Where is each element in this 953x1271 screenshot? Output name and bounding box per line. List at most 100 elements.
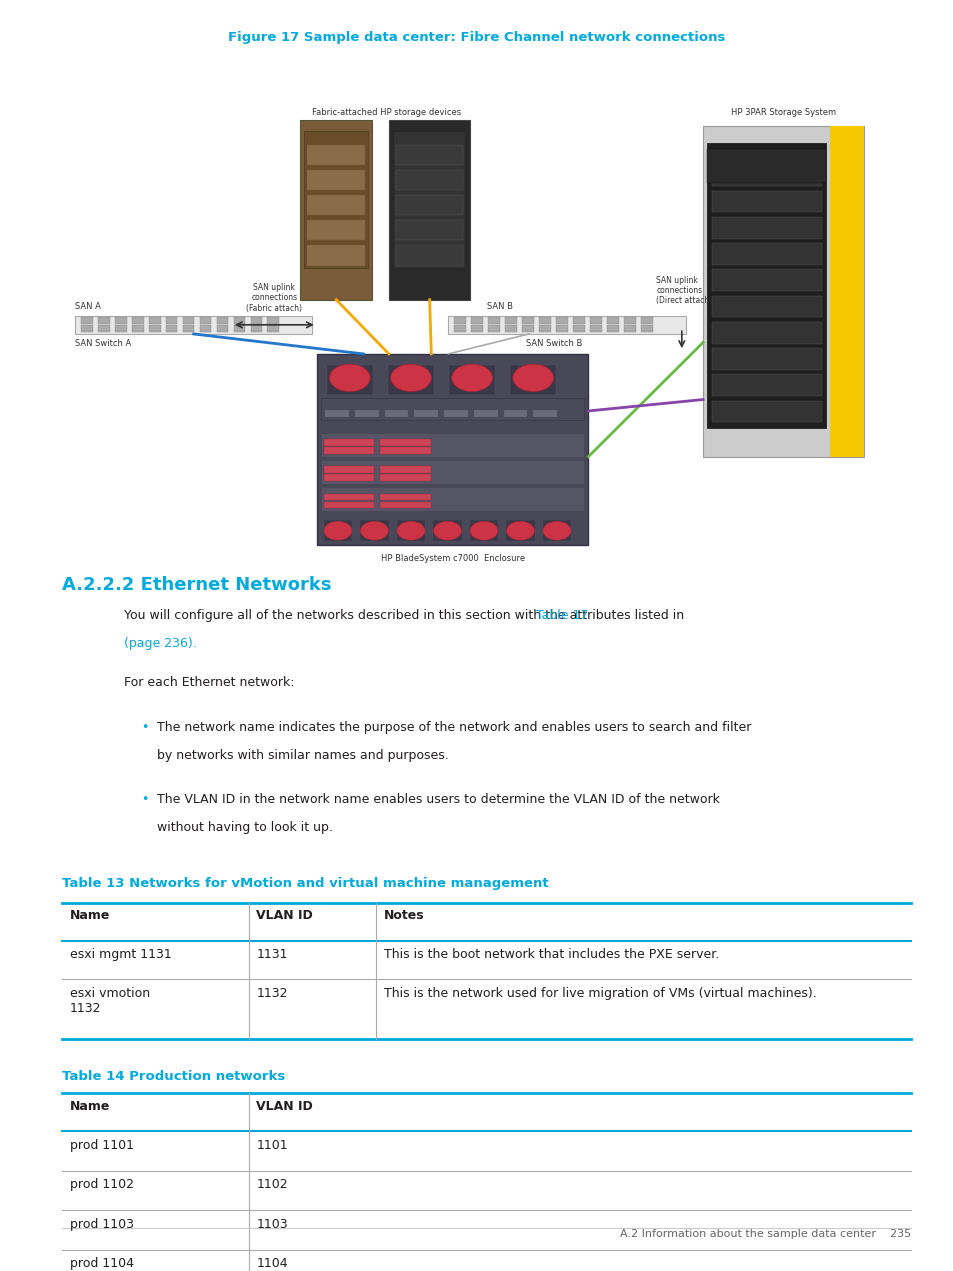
Bar — [384, 409, 408, 417]
Text: This is the network used for live migration of VMs (virtual machines).: This is the network used for live migrat… — [383, 986, 816, 999]
Text: 1102: 1102 — [256, 1178, 288, 1191]
Text: by networks with similar names and purposes.: by networks with similar names and purpo… — [157, 749, 449, 761]
Bar — [267, 325, 279, 332]
Bar — [323, 520, 352, 541]
Text: 1131: 1131 — [256, 948, 288, 961]
Text: A.2.2.2 Ethernet Networks: A.2.2.2 Ethernet Networks — [62, 576, 331, 594]
Bar — [166, 318, 177, 324]
Bar — [395, 194, 462, 215]
Text: prod 1104: prod 1104 — [70, 1257, 133, 1270]
Bar — [149, 318, 160, 324]
Bar — [380, 474, 431, 482]
Bar — [711, 348, 821, 370]
Text: prod 1101: prod 1101 — [70, 1139, 133, 1152]
Text: For each Ethernet network:: For each Ethernet network: — [124, 676, 294, 689]
Bar — [590, 318, 601, 324]
Bar — [389, 119, 469, 300]
Bar — [233, 325, 245, 332]
Text: SAN A: SAN A — [74, 302, 100, 311]
Bar — [393, 131, 465, 268]
Text: •: • — [141, 721, 149, 733]
Bar — [573, 325, 584, 332]
Bar — [396, 520, 425, 541]
Text: VLAN ID: VLAN ID — [256, 909, 313, 921]
Text: VLAN ID: VLAN ID — [256, 1099, 313, 1112]
Text: esxi mgmt 1131: esxi mgmt 1131 — [70, 948, 172, 961]
Bar — [323, 447, 375, 454]
Bar — [216, 325, 228, 332]
Text: Name: Name — [70, 1099, 110, 1112]
Bar — [267, 318, 279, 324]
Bar — [306, 245, 365, 266]
Bar — [414, 409, 437, 417]
Bar — [316, 353, 588, 545]
Bar — [359, 520, 389, 541]
Circle shape — [452, 365, 492, 391]
Circle shape — [360, 521, 388, 540]
Circle shape — [542, 521, 571, 540]
Bar — [380, 447, 431, 454]
Text: SAN B: SAN B — [486, 302, 512, 311]
Bar — [149, 325, 160, 332]
Text: 1132: 1132 — [256, 986, 288, 999]
Bar — [323, 466, 375, 473]
Bar — [521, 318, 534, 324]
Bar — [395, 170, 462, 191]
Bar — [74, 315, 313, 334]
Text: HP 3PAR Storage System: HP 3PAR Storage System — [730, 108, 836, 117]
Bar — [81, 325, 92, 332]
Bar — [199, 318, 212, 324]
Bar — [702, 126, 863, 456]
Bar — [323, 493, 375, 501]
Bar — [454, 325, 466, 332]
Bar — [623, 318, 636, 324]
Bar — [380, 466, 431, 473]
Circle shape — [390, 365, 431, 391]
Bar — [306, 145, 365, 165]
Bar — [323, 474, 375, 482]
Bar — [521, 325, 534, 332]
Bar — [433, 520, 461, 541]
Circle shape — [433, 521, 461, 540]
Text: 1103: 1103 — [256, 1218, 288, 1230]
Bar — [711, 296, 821, 318]
Bar — [199, 325, 212, 332]
Circle shape — [324, 521, 352, 540]
Text: SAN Switch B: SAN Switch B — [526, 338, 582, 347]
Bar — [114, 318, 127, 324]
Bar — [706, 149, 825, 183]
Text: This is the boot network that includes the PXE server.: This is the boot network that includes t… — [383, 948, 719, 961]
Bar — [251, 318, 262, 324]
Bar — [711, 164, 821, 187]
Bar — [538, 318, 551, 324]
Bar — [306, 194, 365, 215]
Bar — [380, 493, 431, 501]
Bar — [711, 375, 821, 397]
Bar — [97, 318, 110, 324]
Bar — [320, 487, 583, 511]
Bar — [829, 126, 863, 456]
Bar — [711, 217, 821, 239]
Circle shape — [396, 521, 424, 540]
Text: Name: Name — [70, 909, 110, 921]
Bar — [97, 325, 110, 332]
Bar — [380, 438, 431, 446]
Text: Notes: Notes — [383, 909, 424, 921]
Bar — [505, 520, 535, 541]
Bar — [590, 325, 601, 332]
Bar — [505, 318, 517, 324]
Text: •: • — [141, 793, 149, 806]
Bar — [623, 325, 636, 332]
Bar — [320, 398, 583, 419]
Text: (page 236).: (page 236). — [124, 637, 196, 649]
Bar — [306, 220, 365, 240]
Bar — [488, 325, 499, 332]
Bar — [471, 318, 482, 324]
Bar — [388, 365, 434, 395]
Bar — [395, 220, 462, 240]
Bar — [488, 318, 499, 324]
Bar — [454, 318, 466, 324]
Text: prod 1102: prod 1102 — [70, 1178, 133, 1191]
Bar — [471, 325, 482, 332]
Text: Table 13 Networks for vMotion and virtual machine management: Table 13 Networks for vMotion and virtua… — [62, 877, 548, 890]
